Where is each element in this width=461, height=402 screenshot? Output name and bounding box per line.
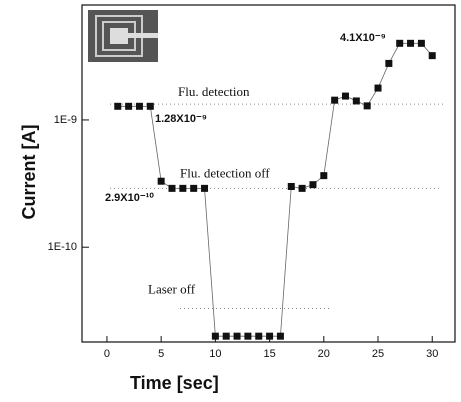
value-annotation: 2.9X10⁻¹⁰ [105,192,154,204]
marker [385,59,393,67]
marker [266,332,274,340]
marker [114,102,122,110]
reference-label: Flu. detection off [180,165,270,180]
x-tick-label: 30 [426,348,438,360]
marker [222,332,230,340]
marker [298,184,306,192]
marker [352,97,360,105]
x-tick-label: 15 [263,348,275,360]
marker [396,39,404,47]
marker [244,332,252,340]
marker [341,92,349,100]
marker [374,84,382,92]
marker [168,184,176,192]
marker [255,332,263,340]
y-tick-label: 1E-10 [48,241,77,253]
marker [320,172,328,180]
marker [417,39,425,47]
marker [287,182,295,190]
marker [331,96,339,104]
marker [233,332,241,340]
x-axis-label: Time [sec] [130,373,219,393]
plot-frame [81,4,456,343]
marker [428,52,436,60]
marker [309,181,317,189]
marker [201,184,209,192]
marker [276,332,284,340]
y-tick-label: 1E-9 [54,114,77,126]
inset-image [88,10,158,62]
marker [363,102,371,110]
value-annotation: 4.1X10⁻⁹ [340,32,386,44]
reference-label: Laser off [148,281,196,296]
x-tick-label: 25 [372,348,384,360]
y-axis-label: Current [A] [19,125,39,220]
reference-label: Flu. detection [178,84,250,99]
x-tick-label: 10 [209,348,221,360]
marker [211,332,219,340]
x-tick-label: 5 [158,348,164,360]
x-tick-label: 20 [318,348,330,360]
marker [125,102,133,110]
marker [146,102,154,110]
marker [179,184,187,192]
marker [135,102,143,110]
marker [407,39,415,47]
marker [190,184,198,192]
x-tick-label: 0 [104,348,110,360]
marker [157,177,165,185]
value-annotation: 1.28X10⁻⁹ [155,113,207,125]
